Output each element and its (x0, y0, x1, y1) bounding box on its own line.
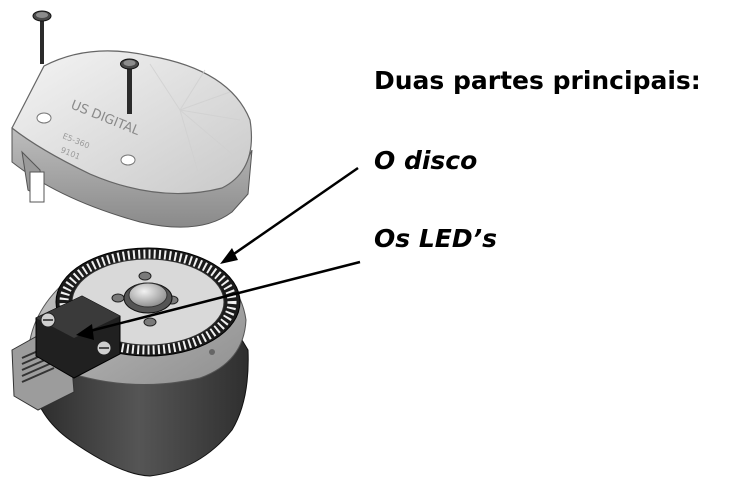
encoder-cover: US DIGITAL E5-360 9101 (11, 50, 253, 228)
led-module (11, 295, 215, 411)
heading-text: Duas partes principais: (374, 66, 701, 95)
disc-label: O disco (374, 146, 478, 175)
led-label: Os LED’s (374, 224, 497, 253)
led-pointer-arrow (76, 260, 361, 340)
disc-pointer-arrow (220, 166, 359, 264)
loose-screw (32, 10, 52, 64)
cover-screw (120, 58, 139, 114)
